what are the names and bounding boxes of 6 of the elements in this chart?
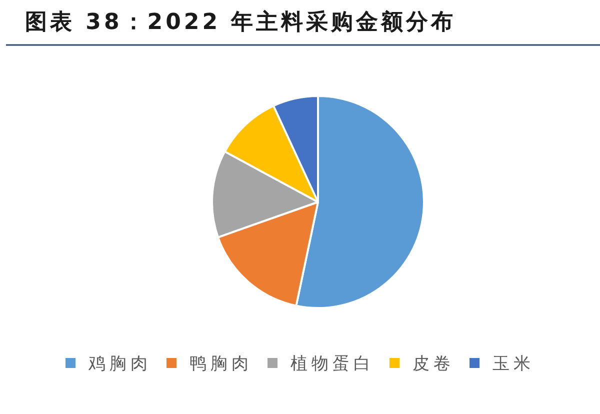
legend-label: 玉米	[492, 354, 534, 374]
legend-label: 植物蛋白	[290, 354, 374, 374]
title: 图表 38：2022 年主料采购金额分布	[25, 10, 456, 35]
legend-label: 皮卷	[412, 354, 454, 374]
legend-label: 鸡胸肉	[88, 354, 152, 374]
legend-label: 鸭胸肉	[190, 354, 252, 374]
